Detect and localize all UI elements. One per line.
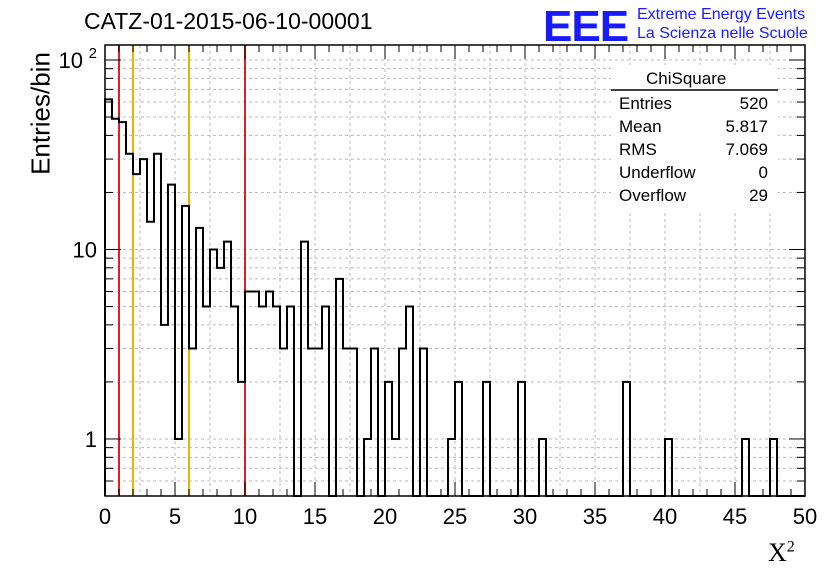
stat-value-underflow: 0 (758, 163, 768, 182)
histogram-bin (623, 382, 630, 496)
y-axis-label: Entries/bin (25, 52, 56, 175)
histogram-bin (203, 307, 210, 496)
histogram-bin (742, 439, 749, 496)
histogram-bin (245, 292, 252, 496)
histogram-bin (168, 185, 175, 496)
histogram-bin (280, 349, 287, 496)
x-tick-label: 30 (513, 504, 537, 529)
stat-value-entries: 520 (739, 94, 768, 113)
histogram-bin (539, 439, 546, 496)
histogram-bin (266, 292, 273, 496)
histogram-bin (210, 249, 217, 496)
stat-label-entries: Entries (619, 94, 672, 113)
histogram-bin (301, 242, 308, 496)
x-tick-label: 45 (723, 504, 747, 529)
stat-value-rms: 7.069 (725, 140, 768, 159)
histogram-bin (322, 307, 329, 496)
histogram-bin (308, 349, 315, 496)
x-tick-label: 25 (443, 504, 467, 529)
x-tick-label: 10 (233, 504, 257, 529)
histogram-bin (483, 382, 490, 496)
histogram-bin (252, 292, 259, 496)
stats-title: ChiSquare (646, 69, 727, 88)
histogram-bin (161, 325, 168, 496)
histogram-bin (238, 382, 245, 496)
stat-label-mean: Mean (619, 117, 662, 136)
x-tick-label: 20 (373, 504, 397, 529)
logo-line1: Extreme Energy Events (637, 6, 806, 23)
stat-label-overflow: Overflow (619, 186, 687, 205)
histogram-bin (231, 307, 238, 496)
y-tick-label: 10 (73, 237, 97, 262)
x-tick-label: 15 (303, 504, 327, 529)
histogram-bin (371, 349, 378, 496)
stat-label-rms: RMS (619, 140, 657, 159)
histogram-bin (665, 439, 672, 496)
histogram-bin (350, 349, 357, 496)
histogram-bin (770, 439, 777, 496)
y-tick-label-sup: 2 (89, 45, 97, 62)
histogram-bin (287, 307, 294, 496)
histogram-bin (133, 174, 140, 496)
histogram-bin (336, 279, 343, 496)
histogram-bin (420, 349, 427, 496)
histogram-bin (273, 307, 280, 496)
histogram-bin (196, 228, 203, 496)
histogram-bin (455, 382, 462, 496)
y-tick-label: 1 (85, 427, 97, 452)
x-axis-label: X2 (768, 538, 795, 567)
stats-box (611, 65, 778, 210)
x-tick-label: 5 (169, 504, 181, 529)
histogram-bin (224, 242, 231, 496)
stat-value-overflow: 29 (749, 186, 768, 205)
histogram-bin (406, 307, 413, 496)
histogram-bin (217, 268, 224, 496)
histogram-bin (175, 439, 182, 496)
histogram-bin (189, 349, 196, 496)
histogram-bin (154, 154, 161, 496)
stat-label-underflow: Underflow (619, 163, 696, 182)
histogram-bin (182, 206, 189, 496)
eee-logo: EEE (543, 2, 629, 51)
histogram-bin (385, 382, 392, 496)
histogram-bin (364, 439, 371, 496)
histogram-bin (140, 159, 147, 496)
x-tick-label: 40 (653, 504, 677, 529)
x-tick-label: 35 (583, 504, 607, 529)
x-tick-label: 0 (99, 504, 111, 529)
stat-value-mean: 5.817 (725, 117, 768, 136)
y-tick-label: 10 (59, 48, 83, 73)
histogram-bin (399, 349, 406, 496)
histogram-bin (119, 122, 126, 496)
x-tick-label: 50 (793, 504, 817, 529)
histogram-bin (518, 382, 525, 496)
chart-title: CATZ-01-2015-06-10-00001 (84, 8, 373, 34)
histogram-bin (343, 349, 350, 496)
histogram-bin (448, 439, 455, 496)
histogram-bin (126, 154, 133, 496)
histogram-bin (259, 307, 266, 496)
logo-line2: La Scienza nelle Scuole (637, 25, 808, 42)
histogram-bin (392, 439, 399, 496)
histogram-bin (147, 222, 154, 496)
histogram-bin (315, 349, 322, 496)
